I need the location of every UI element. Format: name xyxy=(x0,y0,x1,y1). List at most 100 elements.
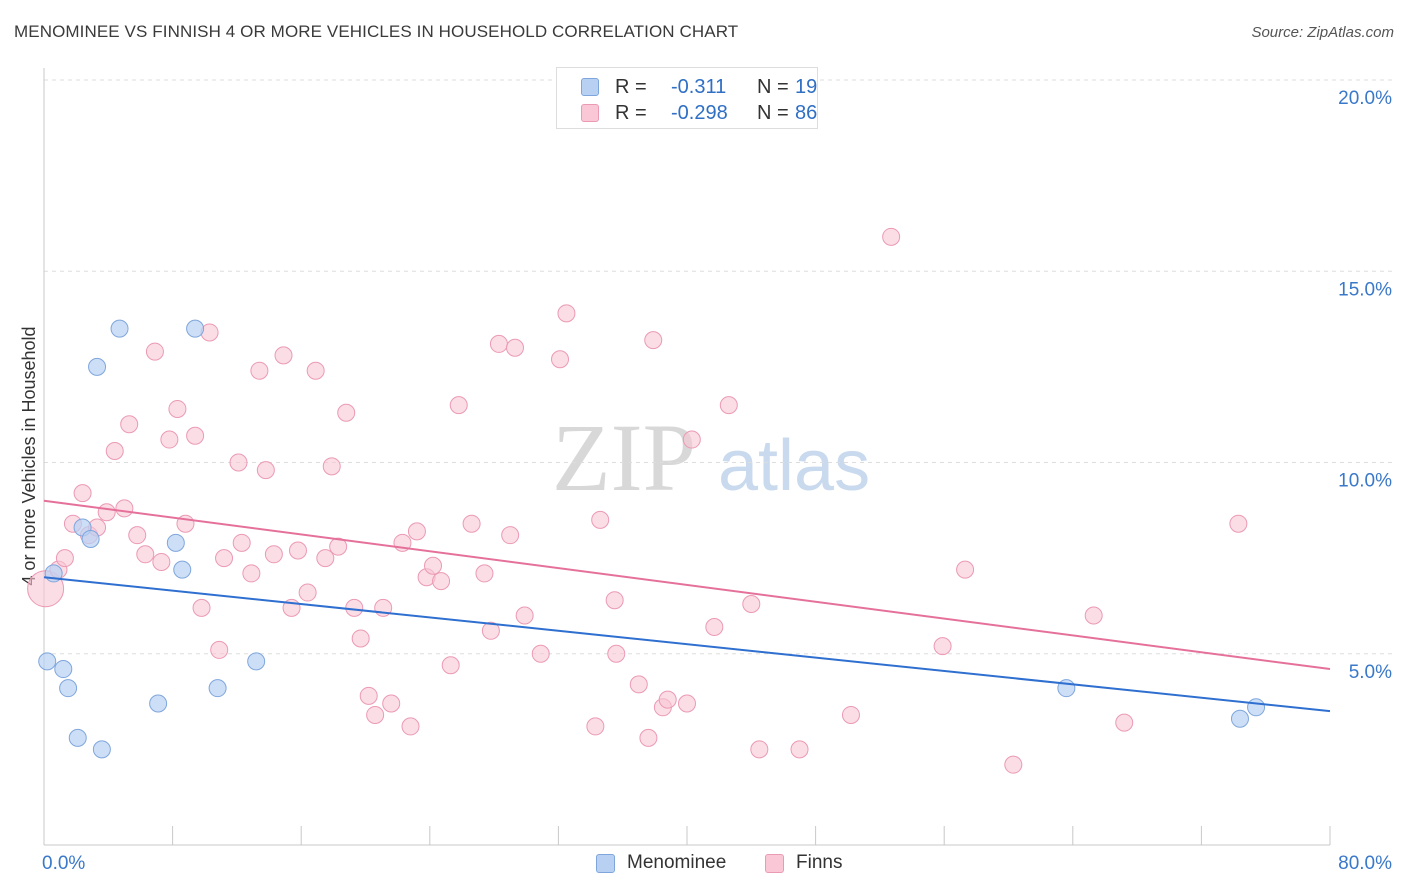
series-legend: Menominee Finns xyxy=(0,852,1406,878)
x-tick-label: 80.0% xyxy=(1338,853,1392,874)
n-label: N = xyxy=(757,76,789,98)
finns-point xyxy=(288,541,307,560)
menominee-point xyxy=(247,652,266,671)
menominee-point xyxy=(68,728,87,747)
watermark-atlas: atlas xyxy=(718,426,870,506)
finns-point xyxy=(882,227,901,246)
y-tick-label: 10.0% xyxy=(1338,471,1392,492)
menominee-point xyxy=(110,319,129,338)
finns-point xyxy=(790,740,809,759)
finns-point xyxy=(242,564,261,583)
finns-point xyxy=(586,717,605,736)
legend-label: Menominee xyxy=(627,852,727,873)
finns-point xyxy=(682,430,701,449)
finns-point xyxy=(366,705,385,724)
y-axis-label: 4 or more Vehicles in Household xyxy=(19,326,39,585)
finns-point xyxy=(432,572,451,591)
finns-point xyxy=(531,644,550,663)
finns-point xyxy=(128,526,147,545)
finns-point xyxy=(505,338,524,357)
finns-point xyxy=(120,415,139,434)
menominee-point xyxy=(186,319,205,338)
finns-point xyxy=(551,350,570,369)
menominee-point xyxy=(59,679,78,698)
r-label: R = xyxy=(615,76,647,98)
finns-point xyxy=(401,717,420,736)
menominee-point xyxy=(38,652,57,671)
y-tick-label: 15.0% xyxy=(1338,279,1392,300)
menominee-point xyxy=(81,530,100,548)
finns-point xyxy=(382,694,401,713)
finns-point xyxy=(644,331,663,350)
finns-point xyxy=(1229,514,1248,533)
finns-point xyxy=(462,514,481,533)
finns-point xyxy=(591,510,610,529)
menominee-point xyxy=(149,694,168,713)
finns-point xyxy=(705,617,724,636)
menominee-point xyxy=(173,560,192,579)
finns-point xyxy=(933,637,952,656)
legend-label: Finns xyxy=(796,852,843,873)
finns-points xyxy=(27,227,1248,774)
menominee-point xyxy=(208,679,227,698)
finns-point xyxy=(678,694,696,713)
finns-point xyxy=(658,690,677,709)
finns-point xyxy=(215,549,234,568)
menominee-point xyxy=(88,357,107,376)
y-tick-label: 5.0% xyxy=(1349,662,1392,683)
finns-point xyxy=(306,361,325,380)
finns-point xyxy=(449,396,468,415)
finns-point xyxy=(501,526,520,545)
menominee-point xyxy=(92,740,111,759)
finns-point xyxy=(605,591,624,610)
finns-point xyxy=(168,399,187,418)
finns-point xyxy=(956,560,975,579)
finns-point xyxy=(719,396,738,415)
finns-point xyxy=(359,686,378,705)
menominee-swatch xyxy=(581,78,599,96)
finns-point xyxy=(329,537,348,556)
menominee-trend-line xyxy=(43,576,1331,713)
finns-point xyxy=(105,442,124,461)
finns-point xyxy=(1115,713,1134,732)
finns-point xyxy=(232,533,251,552)
finns-point xyxy=(1084,606,1103,625)
n-value: 86 xyxy=(795,102,818,124)
finns-point xyxy=(742,595,761,614)
finns-point xyxy=(229,453,248,472)
finns-point xyxy=(322,457,341,476)
menominee-point xyxy=(54,660,73,679)
finns-point xyxy=(316,549,335,568)
menominee-point xyxy=(1247,698,1266,717)
finns-point xyxy=(73,484,92,503)
finns-point xyxy=(136,545,155,564)
finns-swatch xyxy=(765,854,784,873)
finns-point xyxy=(639,728,658,747)
finns-point xyxy=(250,361,269,380)
chart-title: MENOMINEE VS FINNISH 4 OR MORE VEHICLES … xyxy=(14,22,739,41)
finns-point xyxy=(424,556,443,575)
finns-point xyxy=(557,304,576,323)
correlation-legend: R = -0.311 N = 19 R = -0.298 N = 86 xyxy=(556,67,818,129)
finns-point xyxy=(407,522,426,541)
finns-point xyxy=(152,552,171,571)
finns-point xyxy=(97,503,116,522)
finns-point xyxy=(515,606,534,625)
n-value: 19 xyxy=(795,76,818,98)
chart-source: Source: ZipAtlas.com xyxy=(1251,24,1394,41)
finns-point xyxy=(256,461,275,480)
x-tick-label: 0.0% xyxy=(42,853,85,874)
axes xyxy=(43,68,1331,846)
finns-point xyxy=(750,740,769,759)
finns-point xyxy=(55,549,74,568)
finns-trend-line xyxy=(43,499,1331,671)
trend-lines xyxy=(43,499,1331,713)
finns-point xyxy=(210,640,229,659)
finns-point xyxy=(160,430,179,449)
finns-point xyxy=(475,564,494,583)
watermark-zip: ZIP xyxy=(552,404,696,511)
finns-point xyxy=(841,705,860,724)
finns-point xyxy=(481,621,500,640)
menominee-points xyxy=(38,319,1266,759)
r-label: R = xyxy=(615,102,647,124)
